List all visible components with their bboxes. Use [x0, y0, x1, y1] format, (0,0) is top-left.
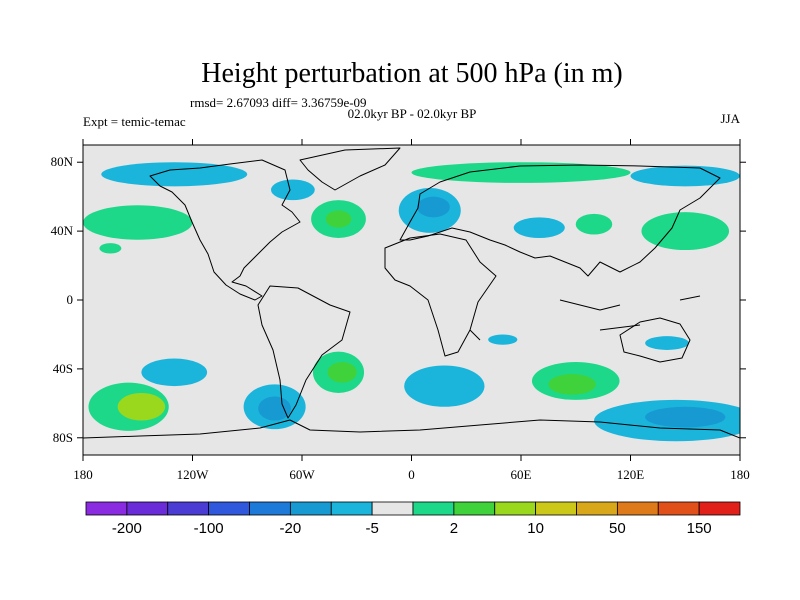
- anomaly-region-22: [270, 179, 315, 201]
- lon-tick-label-5: 120E: [617, 467, 645, 482]
- colorbar-label-4: 2: [450, 520, 458, 537]
- anomaly-region-7: [404, 365, 485, 407]
- colorbar-box-6: [330, 501, 373, 516]
- anomaly-region-13: [325, 210, 352, 228]
- coastlines: [83, 147, 740, 439]
- colorbar-box-14: [657, 501, 700, 516]
- colorbar-label-5: 10: [527, 520, 544, 537]
- coastline-south-america: [257, 285, 351, 419]
- anomaly-region-6: [141, 358, 208, 387]
- lat-tick-label-0: 80N: [51, 154, 74, 169]
- latitude-axis: 80N 40N 0 40S 80S: [51, 154, 746, 445]
- lon-tick-label-6: 180: [730, 467, 750, 482]
- longitude-axis: 180 120W 60W 0 60E 120E 180: [73, 139, 750, 482]
- anomaly-region-17: [575, 213, 613, 235]
- lon-tick-label-3: 0: [408, 467, 415, 482]
- coastline-greenland: [299, 147, 401, 191]
- anomaly-layer: [83, 162, 740, 442]
- lat-tick-label-4: 80S: [53, 430, 73, 445]
- colorbar-label-0: -200: [112, 520, 142, 537]
- anomaly-region-1: [117, 393, 166, 421]
- anomaly-region-9: [548, 374, 596, 395]
- lon-tick-label-0: 180: [73, 467, 93, 482]
- season-label: JJA: [720, 111, 740, 126]
- lat-tick-label-3: 40S: [53, 361, 73, 376]
- anomaly-region-3: [258, 396, 292, 421]
- colorbar: -200 -100 -20 -5 2 10 50 150: [85, 501, 741, 537]
- experiment-label: Expt = temic-temac: [83, 114, 186, 129]
- colorbar-box-11: [535, 501, 577, 516]
- lat-tick-label-1: 40N: [51, 223, 74, 238]
- colorbar-box-15: [698, 501, 741, 516]
- anomaly-region-21: [101, 162, 248, 187]
- anomaly-region-20: [99, 243, 122, 254]
- lon-tick-label-2: 60W: [289, 467, 315, 482]
- coastline-eurasia: [399, 164, 721, 277]
- colorbar-box-1: [126, 501, 169, 516]
- colorbar-box-2: [167, 501, 210, 516]
- coastline-africa: [384, 233, 497, 357]
- colorbar-box-7: [371, 501, 414, 516]
- coastline-islands: [469, 295, 701, 341]
- anomaly-region-23: [411, 162, 631, 183]
- map-title: Height perturbation at 500 hPa (in m): [201, 58, 622, 89]
- colorbar-box-13: [616, 501, 659, 516]
- colorbar-label-6: 50: [609, 520, 626, 537]
- colorbar-box-9: [453, 501, 496, 516]
- colorbar-label-3: -5: [365, 520, 378, 537]
- anomaly-region-11: [645, 406, 726, 428]
- anomaly-region-26: [488, 334, 518, 345]
- lat-tick-label-2: 0: [67, 292, 74, 307]
- colorbar-label-1: -100: [194, 520, 224, 537]
- anomaly-region-25: [645, 336, 689, 350]
- coastline-antarctica: [83, 419, 740, 439]
- anomaly-region-24: [630, 165, 740, 187]
- anomaly-region-19: [83, 205, 193, 240]
- coastline-north-america: [149, 159, 301, 301]
- colorbar-box-0: [85, 501, 128, 516]
- anomaly-region-16: [513, 217, 565, 239]
- colorbar-box-8: [412, 501, 455, 516]
- anomaly-region-18: [641, 212, 730, 251]
- lon-tick-label-4: 60E: [511, 467, 532, 482]
- colorbar-label-2: -20: [280, 520, 302, 537]
- coastline-australia: [619, 317, 691, 363]
- lon-tick-label-1: 120W: [177, 467, 210, 482]
- anomaly-region-15: [416, 196, 450, 218]
- colorbar-box-10: [494, 501, 537, 516]
- colorbar-box-5: [289, 501, 332, 516]
- period-label: 02.0kyr BP - 02.0kyr BP: [348, 106, 477, 121]
- colorbar-box-12: [576, 501, 618, 516]
- colorbar-box-3: [208, 501, 250, 516]
- map-area: [83, 145, 740, 455]
- stats-line: rmsd= 2.67093 diff= 3.36759e-09: [190, 95, 367, 110]
- anomaly-region-5: [327, 362, 357, 383]
- colorbar-label-7: 150: [687, 520, 712, 537]
- colorbar-box-4: [249, 501, 291, 516]
